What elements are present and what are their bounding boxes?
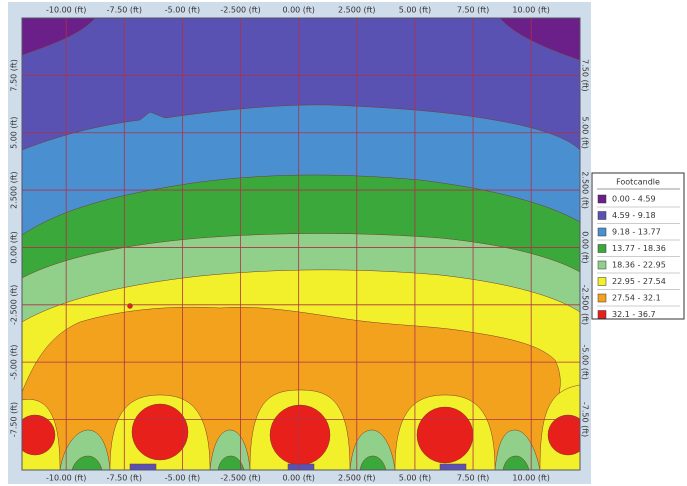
x-tick-label: -2.500 (ft): [220, 6, 260, 15]
legend-label: 13.77 - 18.36: [612, 244, 666, 253]
legend-label: 27.54 - 32.1: [612, 294, 661, 303]
legend-label: 9.18 - 13.77: [612, 228, 661, 237]
band: [269, 404, 331, 466]
legend-swatch: [597, 260, 607, 270]
x-tick-label: 5.00 (ft): [399, 474, 431, 483]
legend-swatch: [597, 244, 607, 253]
y-tick-label: 5.00 (ft): [10, 117, 19, 149]
legend-label: 0.00 - 4.59: [612, 195, 656, 204]
fixture: [439, 463, 467, 470]
y-tick-label: -7.50 (ft): [581, 402, 590, 437]
legend-label: 18.36 - 22.95: [612, 261, 666, 270]
fixture: [287, 463, 315, 470]
x-tick-label: 7.50 (ft): [457, 474, 489, 483]
x-tick-label: -5.00 (ft): [165, 6, 200, 15]
y-tick-label: 0.00 (ft): [10, 231, 19, 263]
band: [71, 455, 530, 470]
x-tick-label: 0.00 (ft): [282, 6, 314, 15]
y-tick-label: -2.500 (ft): [10, 285, 19, 325]
legend-label: 4.59 - 9.18: [612, 211, 656, 220]
x-tick-label: 2.500 (ft): [338, 474, 376, 483]
y-tick-label: 0.00 (ft): [581, 231, 590, 263]
band: [547, 414, 580, 456]
y-tick-label: 2.500 (ft): [10, 171, 19, 209]
x-tick-label: -10.00 (ft): [46, 474, 86, 483]
band: [127, 303, 133, 309]
band: [22, 414, 56, 456]
y-tick-label: -2.500 (ft): [581, 285, 590, 325]
x-tick-label: 5.00 (ft): [399, 6, 431, 15]
x-tick-label: 10.00 (ft): [512, 474, 550, 483]
y-tick-label: 7.50 (ft): [10, 59, 19, 91]
x-tick-label: -7.50 (ft): [107, 6, 142, 15]
legend-swatch: [597, 293, 607, 303]
band: [416, 406, 474, 464]
y-tick-label: -5.00 (ft): [581, 345, 590, 380]
legend-swatch: [597, 194, 607, 204]
x-tick-label: 0.00 (ft): [282, 474, 314, 483]
legend-swatch: [597, 227, 607, 237]
legend-title: Footcandle: [616, 178, 660, 187]
band: [131, 403, 189, 461]
legend-box: [591, 172, 685, 320]
legend-swatch: [597, 277, 607, 286]
legend-swatch: [597, 211, 607, 220]
legend-label: 32.1 - 36.7: [612, 310, 656, 319]
x-tick-label: -10.00 (ft): [46, 6, 86, 15]
grid: [22, 18, 580, 470]
legend-label: 22.95 - 27.54: [612, 277, 666, 286]
y-tick-label: 2.500 (ft): [581, 171, 590, 209]
x-tick-label: 2.500 (ft): [338, 6, 376, 15]
y-tick-label: 7.50 (ft): [581, 59, 590, 91]
legend-swatch: [597, 310, 607, 319]
fixture: [129, 463, 157, 470]
y-tick-label: -5.00 (ft): [10, 345, 19, 380]
band: [59, 429, 541, 470]
y-tick-label: -7.50 (ft): [10, 402, 19, 437]
y-tick-label: 5.00 (ft): [581, 117, 590, 149]
x-tick-label: -5.00 (ft): [165, 474, 200, 483]
x-tick-label: -2.500 (ft): [220, 474, 260, 483]
x-tick-label: -7.50 (ft): [107, 474, 142, 483]
plot-border: [21, 17, 581, 471]
band: [22, 18, 580, 61]
legend: Footcandle 0.00 - 4.59 4.59 - 9.18 9.18 - …: [591, 172, 685, 320]
x-tick-label: 7.50 (ft): [457, 6, 489, 15]
x-tick-label: 10.00 (ft): [512, 6, 550, 15]
contour-field: [22, 18, 580, 470]
